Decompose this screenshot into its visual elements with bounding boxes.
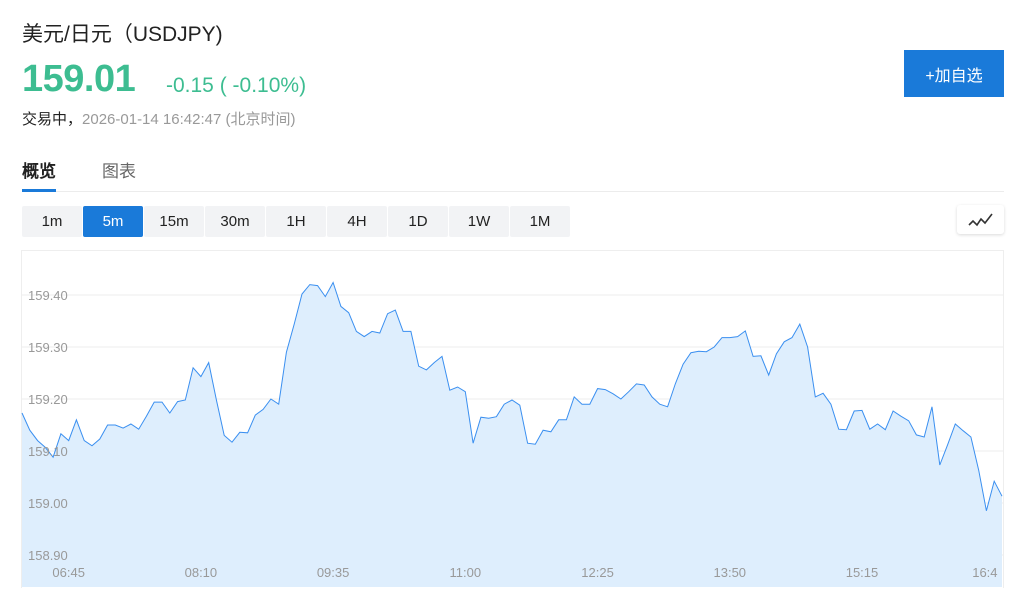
y-tick-label: 159.40 [28, 288, 68, 303]
tab-chart[interactable]: 图表 [102, 162, 136, 181]
period-1mo[interactable]: 1M [510, 206, 570, 237]
timestamp: 2026-01-14 16:42:47 (北京时间) [82, 111, 296, 128]
period-1m[interactable]: 1m [22, 206, 82, 237]
y-tick-label: 159.20 [28, 392, 68, 407]
price-line [21, 281, 1003, 511]
trading-status: 交易中，2026-01-14 16:42:47 (北京时间) [22, 108, 295, 129]
x-tick-label: 13:50 [714, 565, 747, 580]
x-tick-label: 15:15 [846, 565, 879, 580]
price-chart-frame [21, 250, 1004, 588]
period-selector: 1m 5m 15m 30m 1H 4H 1D 1W 1M [22, 206, 570, 237]
x-tick-label: 12:25 [581, 565, 614, 580]
period-1w[interactable]: 1W [449, 206, 509, 237]
tab-bar: 概览 图表 [22, 155, 1004, 192]
y-tick-label: 159.30 [28, 340, 68, 355]
tab-overview[interactable]: 概览 [22, 157, 56, 192]
x-tick-label: 09:35 [317, 565, 350, 580]
period-4h[interactable]: 4H [327, 206, 387, 237]
x-tick-label: 16:4 [972, 565, 997, 580]
period-5m[interactable]: 5m [83, 206, 143, 237]
line-chart-icon [967, 213, 993, 226]
y-tick-label: 158.90 [28, 548, 68, 563]
add-to-watchlist-button[interactable]: +加自选 [904, 50, 1004, 97]
page-title: 美元/日元（USDJPY) [22, 23, 223, 46]
x-tick-label: 08:10 [185, 565, 218, 580]
period-30m[interactable]: 30m [205, 206, 265, 237]
x-tick-label: 11:00 [450, 565, 482, 580]
price-change: -0.15 ( -0.10%) [166, 74, 307, 97]
period-1d[interactable]: 1D [388, 206, 448, 237]
y-tick-label: 159.10 [28, 444, 68, 459]
y-tick-label: 159.00 [28, 496, 68, 511]
status-label: 交易中， [22, 111, 83, 128]
period-1h[interactable]: 1H [266, 206, 326, 237]
x-tick-label: 06:45 [52, 565, 85, 580]
chart-type-button[interactable] [957, 205, 1004, 234]
current-price: 159.01 [22, 58, 136, 100]
price-area [22, 282, 1002, 587]
period-15m[interactable]: 15m [144, 206, 204, 237]
